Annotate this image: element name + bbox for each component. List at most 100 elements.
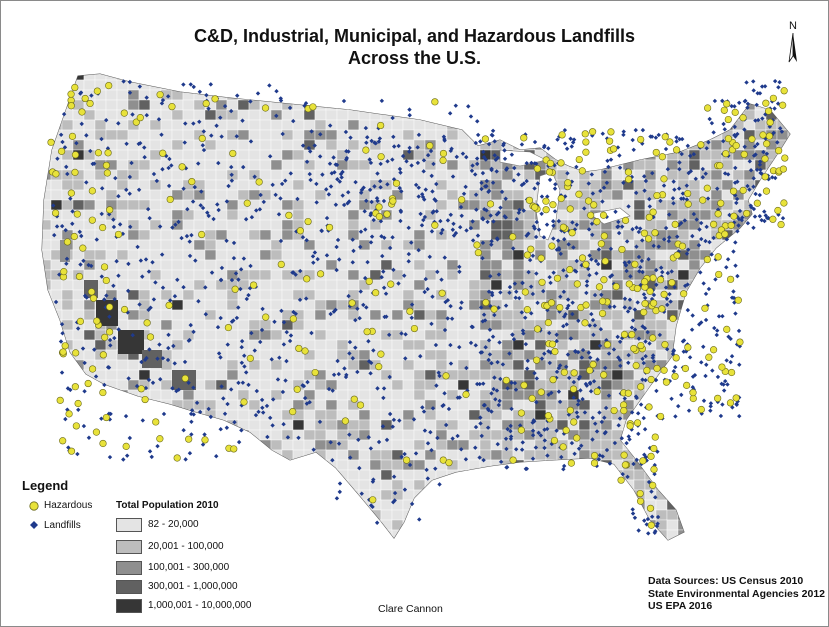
county-cell (369, 369, 382, 381)
county-cell (292, 419, 305, 431)
county-cell (281, 289, 294, 301)
county-cell (468, 89, 481, 101)
county-cell (325, 479, 338, 491)
landfill-marker (371, 217, 376, 223)
county-cell (160, 529, 173, 540)
landfill-marker (366, 339, 371, 344)
county-cell (457, 89, 470, 101)
landfill-marker (546, 146, 551, 151)
county-cell (622, 89, 635, 101)
landfill-marker (76, 407, 81, 412)
county-cell (83, 539, 96, 540)
landfill-marker (776, 85, 781, 90)
county-cell (479, 459, 492, 471)
county-cell (446, 379, 459, 391)
county-cell (523, 209, 536, 221)
landfill-marker (588, 389, 594, 394)
county-cell (699, 129, 712, 141)
landfill-marker (548, 350, 553, 355)
county-cell (556, 509, 569, 521)
county-cell (446, 509, 459, 521)
landfill-marker (703, 171, 708, 176)
landfill-marker (121, 457, 126, 462)
landfill-marker (564, 273, 569, 279)
county-cell (402, 399, 415, 411)
landfill-marker (312, 143, 317, 148)
county-cell (171, 129, 184, 141)
landfill-marker (439, 230, 444, 236)
landfill-marker (81, 423, 87, 429)
landfill-marker (422, 289, 427, 295)
landfill-marker (124, 453, 130, 458)
landfill-marker (565, 352, 571, 357)
county-cell (776, 299, 789, 311)
landfill-marker (206, 106, 211, 111)
landfill-marker (348, 455, 353, 460)
landfill-marker (509, 406, 514, 412)
landfill-marker (652, 471, 657, 477)
county-cell (435, 529, 448, 540)
county-cell (567, 469, 580, 481)
landfill-marker (527, 257, 533, 263)
landfill-marker (198, 203, 203, 208)
landfill-marker (273, 192, 278, 198)
landfill-marker (312, 250, 318, 255)
landfill-marker (763, 136, 768, 141)
county-cell (336, 529, 349, 540)
county-cell (545, 469, 558, 481)
landfill-marker (722, 171, 728, 176)
county-cell (787, 539, 790, 540)
county-cell (501, 269, 514, 281)
landfill-marker (489, 238, 494, 244)
landfill-marker (197, 119, 202, 124)
county-cell (435, 179, 448, 191)
landfill-marker (216, 207, 221, 213)
county-cell (501, 389, 514, 401)
county-cell (358, 469, 371, 481)
county-cell (545, 499, 558, 511)
county-cell (226, 99, 239, 111)
county-cell (336, 459, 349, 471)
landfill-marker (639, 258, 645, 264)
landfill-marker (539, 194, 545, 199)
county-cell (479, 369, 492, 381)
county-cell (270, 429, 283, 441)
county-cell (314, 529, 327, 540)
landfill-marker (224, 199, 230, 204)
county-cell (787, 149, 790, 161)
landfill-marker (228, 108, 234, 114)
county-cell (336, 89, 349, 101)
landfill-marker (218, 355, 223, 360)
county-cell (633, 429, 646, 441)
county-cell (94, 469, 107, 481)
county-cell (50, 99, 63, 111)
landfill-marker (283, 178, 288, 183)
landfill-marker (690, 374, 696, 379)
landfill-marker (729, 354, 735, 359)
county-cell (303, 239, 316, 251)
landfill-marker (160, 356, 166, 361)
landfill-marker (261, 199, 267, 205)
county-cell (204, 249, 217, 261)
landfill-marker (361, 185, 366, 190)
county-cell (215, 429, 228, 441)
landfill-marker (347, 432, 352, 437)
county-cell (380, 509, 393, 521)
county-cell (160, 109, 173, 121)
landfill-marker (681, 349, 686, 354)
county-cell (732, 499, 745, 511)
landfill-marker (107, 337, 113, 343)
county-cell (380, 469, 393, 481)
landfill-marker (77, 229, 82, 235)
county-cell (127, 99, 140, 111)
landfill-marker (218, 277, 224, 282)
landfill-marker (356, 437, 361, 442)
landfill-marker (215, 325, 221, 330)
hazardous-marker (141, 395, 149, 404)
county-cell (655, 74, 668, 81)
county-cell (314, 309, 327, 321)
county-cell (743, 249, 756, 261)
county-cell (336, 309, 349, 321)
county-cell (248, 269, 261, 281)
county-cell (226, 259, 239, 271)
